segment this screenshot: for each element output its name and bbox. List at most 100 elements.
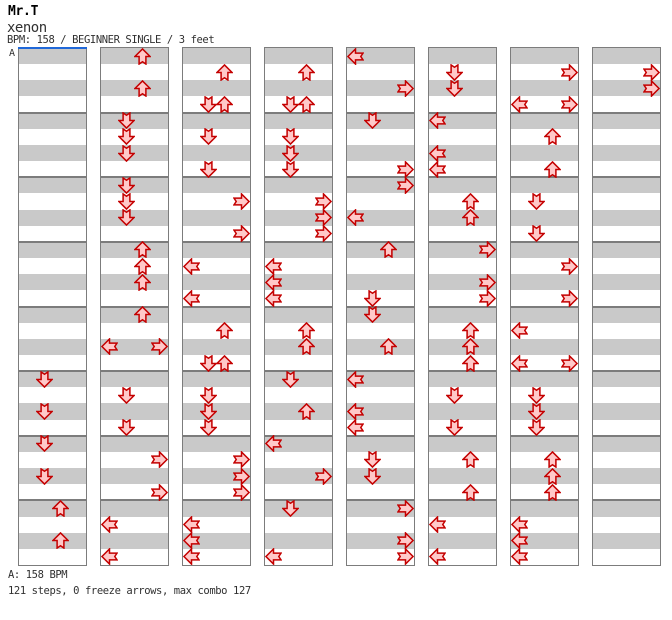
arrow-down-icon [199, 160, 217, 178]
arrow-right-icon [561, 63, 579, 81]
beat-stripe [265, 177, 332, 194]
beat-stripe [593, 338, 660, 355]
beat-stripe [101, 371, 168, 388]
measure-line [100, 240, 169, 243]
beat-stripe [19, 209, 86, 226]
arrow-up-icon [462, 338, 480, 356]
arrow-up-icon [134, 47, 152, 65]
measure-panel [346, 47, 415, 566]
measure-line [182, 434, 251, 437]
arrow-down-icon [281, 144, 299, 162]
beat-stripe [593, 209, 660, 226]
measure-line [100, 499, 169, 502]
arrow-down-icon [117, 192, 135, 210]
measure-line [510, 499, 579, 502]
beat-stripe [593, 532, 660, 549]
beat-stripe [593, 435, 660, 452]
beat-stripe [593, 306, 660, 323]
arrow-up-icon [298, 96, 316, 114]
arrow-down-icon [363, 306, 381, 324]
arrow-down-icon [363, 467, 381, 485]
arrow-right-icon [315, 225, 333, 243]
arrow-down-icon [199, 403, 217, 421]
arrow-down-icon [527, 419, 545, 437]
beat-stripe [511, 371, 578, 388]
arrow-left-icon [264, 548, 282, 566]
beat-stripe [265, 306, 332, 323]
arrow-up-icon [216, 322, 234, 340]
beat-stripe [183, 112, 250, 129]
arrow-down-icon [199, 419, 217, 437]
arrow-down-icon [281, 499, 299, 517]
song-artist: Mr.T [8, 4, 39, 19]
arrow-left-icon [182, 516, 200, 534]
measure-line [346, 499, 415, 502]
beat-stripe [511, 177, 578, 194]
measure-line [428, 176, 497, 179]
arrow-down-icon [35, 370, 53, 388]
measure-line [346, 370, 415, 373]
beat-stripe [429, 177, 496, 194]
measure-line [18, 111, 87, 114]
measure-line [592, 370, 661, 373]
measure-line [100, 111, 169, 114]
arrow-left-icon [346, 370, 364, 388]
arrow-left-icon [510, 548, 528, 566]
measure-line [428, 499, 497, 502]
measure-line [346, 305, 415, 308]
measure-line [264, 499, 333, 502]
arrow-down-icon [363, 451, 381, 469]
beat-stripe [183, 338, 250, 355]
measure-line [428, 305, 497, 308]
beat-stripe [511, 306, 578, 323]
measure-line [182, 499, 251, 502]
arrow-left-icon [182, 289, 200, 307]
beat-stripe [19, 338, 86, 355]
beat-stripe [347, 435, 414, 452]
beat-stripe [183, 274, 250, 291]
beat-stripe [511, 144, 578, 162]
arrow-right-icon [479, 273, 497, 291]
arrow-up-icon [52, 532, 70, 550]
measure-line [592, 176, 661, 179]
measure-line [346, 240, 415, 243]
measure-line [346, 111, 415, 114]
arrow-left-icon [428, 516, 446, 534]
measure-panel [182, 47, 251, 566]
beat-stripe [511, 500, 578, 517]
arrow-up-icon [462, 192, 480, 210]
arrow-left-icon [428, 112, 446, 130]
beat-stripe [265, 532, 332, 549]
measure-line [264, 111, 333, 114]
arrow-left-icon [346, 47, 364, 65]
arrow-up-icon [544, 128, 562, 146]
arrow-left-icon [510, 516, 528, 534]
beat-stripe [429, 306, 496, 323]
measure-line [182, 370, 251, 373]
measure-line [264, 176, 333, 179]
measure-line [510, 176, 579, 179]
bpm-marker-legend: A: 158 BPM [8, 569, 68, 581]
beat-stripe [429, 48, 496, 65]
measure-panel [510, 47, 579, 566]
beat-stripe [183, 371, 250, 388]
beat-stripe [511, 338, 578, 355]
beat-stripe [101, 468, 168, 485]
arrow-left-icon [346, 209, 364, 227]
arrow-left-icon [510, 354, 528, 372]
measure-line [18, 499, 87, 502]
arrow-up-icon [216, 96, 234, 114]
measure-line [510, 370, 579, 373]
arrow-right-icon [151, 338, 169, 356]
beat-stripe [593, 144, 660, 162]
arrow-left-icon [182, 532, 200, 550]
measure-line [18, 240, 87, 243]
arrow-left-icon [510, 532, 528, 550]
beat-stripe [511, 274, 578, 291]
arrow-right-icon [315, 209, 333, 227]
arrow-left-icon [182, 548, 200, 566]
beat-stripe [429, 468, 496, 485]
arrow-down-icon [527, 386, 545, 404]
beat-stripe [183, 48, 250, 65]
measure-line [18, 370, 87, 373]
